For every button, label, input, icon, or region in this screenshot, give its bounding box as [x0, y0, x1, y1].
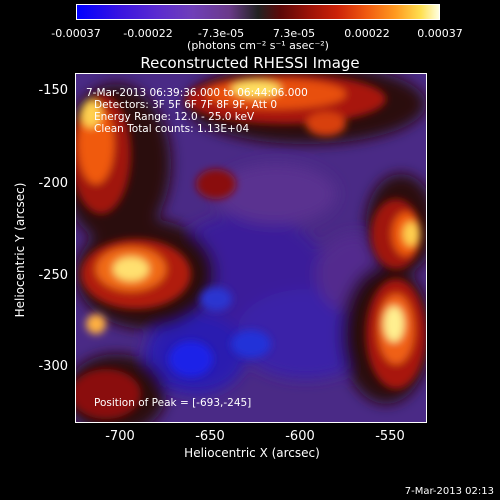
- detectors-text: Detectors: 3F 5F 6F 7F 8F 9F, Att 0: [94, 99, 278, 111]
- x-axis-label: Heliocentric X (arcsec): [184, 446, 320, 460]
- y-tick-label: -250: [38, 268, 68, 283]
- x-tick-label: -700: [105, 429, 135, 444]
- plot-title: Reconstructed RHESSI Image: [140, 54, 360, 72]
- time-range-text: 7-Mar-2013 06:39:36.000 to 06:44:06.000: [86, 87, 308, 99]
- peak-position-text: Position of Peak = [-693,-245]: [94, 397, 252, 409]
- y-axis-label: Heliocentric Y (arcsec): [13, 182, 27, 318]
- colorbar-tick: -7.3e-05: [197, 27, 245, 40]
- colorbar-tick: -0.00037: [51, 27, 101, 40]
- colorbar-tick: 0.00022: [344, 27, 390, 40]
- y-tick-label: -150: [38, 83, 68, 98]
- clean-counts-text: Clean Total counts: 1.13E+04: [94, 123, 250, 135]
- x-tick-label: -550: [375, 429, 405, 444]
- rhessi-image: [75, 73, 427, 423]
- energy-range-text: Energy Range: 12.0 - 25.0 keV: [94, 111, 255, 123]
- color-bar: [76, 4, 440, 20]
- colorbar-tick: 7.3e-05: [272, 27, 316, 40]
- y-tick-label: -300: [38, 359, 68, 374]
- colorbar-unit: (photons cm⁻² s⁻¹ asec⁻²): [187, 39, 329, 52]
- colorbar-tick: -0.00022: [123, 27, 173, 40]
- image-map: [76, 74, 426, 422]
- y-tick-label: -200: [38, 176, 68, 191]
- x-tick-label: -600: [285, 429, 315, 444]
- x-tick-label: -650: [195, 429, 225, 444]
- colorbar-tick: 0.00037: [417, 27, 463, 40]
- timestamp: 7-Mar-2013 02:13: [404, 486, 494, 497]
